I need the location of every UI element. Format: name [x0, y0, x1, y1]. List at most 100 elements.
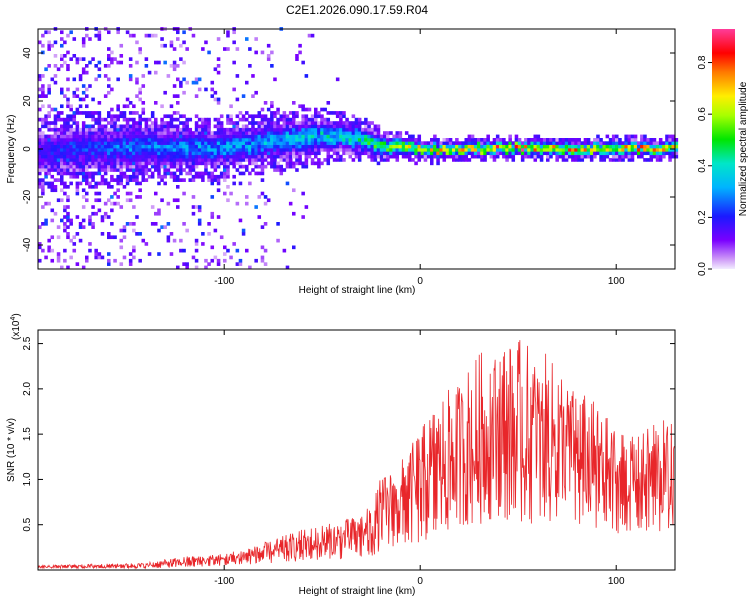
- spectrogram-cell: [577, 141, 581, 145]
- spectrogram-cell: [88, 154, 92, 159]
- spectrogram-cell: [248, 141, 252, 145]
- spectrogram-cell: [226, 33, 230, 38]
- spectrogram-cell: [298, 151, 302, 156]
- spectrogram-cell: [110, 235, 114, 240]
- spectrogram-cell: [176, 161, 180, 166]
- spectrogram-cell: [150, 131, 155, 135]
- spectrogram-cell: [216, 161, 221, 166]
- spectrogram-cell: [257, 138, 262, 142]
- spectrogram-cell: [116, 188, 120, 193]
- spectrogram-cell: [122, 164, 127, 169]
- spectrogram-cell: [615, 154, 619, 159]
- spectrogram-cell: [135, 138, 139, 142]
- spectrogram-cell: [179, 84, 183, 88]
- spectrogram-cell: [113, 134, 117, 139]
- spectrogram-cell: [194, 138, 199, 142]
- spectrogram-cell: [351, 148, 356, 152]
- spectrogram-cell: [445, 144, 450, 149]
- spectrogram-cell: [605, 151, 610, 156]
- spectrogram-cell: [138, 124, 142, 129]
- spectrogram-cell: [147, 124, 152, 129]
- spectrogram-cell: [342, 151, 346, 156]
- spectrogram-cell: [251, 138, 255, 142]
- spectrogram-cell: [317, 114, 321, 119]
- spectrogram-cell: [477, 144, 481, 149]
- spectrogram-cell: [81, 188, 86, 193]
- snr-x-ticks: -100 0 100: [214, 330, 625, 587]
- spectrogram-cell: [640, 138, 644, 142]
- spectrogram-cell: [72, 94, 77, 98]
- spectrogram-cell: [207, 121, 211, 125]
- spectrogram-cell: [94, 141, 98, 145]
- spectrogram-cell: [119, 205, 124, 209]
- spectrogram-cell: [197, 87, 202, 92]
- spectrogram-cell: [197, 205, 202, 209]
- spectrogram-cell: [314, 131, 318, 135]
- spectrogram-cell: [298, 161, 302, 166]
- spectrogram-cell: [94, 111, 98, 115]
- spectrogram-cell: [292, 138, 296, 142]
- spectrogram-cell: [154, 158, 158, 162]
- spectrogram-cell: [53, 131, 58, 135]
- spectrogram-cell: [204, 117, 208, 122]
- spectrogram-cell: [282, 117, 287, 122]
- spectrogram-cell: [223, 131, 227, 135]
- spectrogram-cell: [56, 235, 61, 240]
- spectrogram-cell: [235, 201, 240, 206]
- spectrogram-cell: [179, 80, 183, 85]
- spectrogram-cell: [132, 151, 136, 156]
- spectrogram-cell: [307, 141, 312, 145]
- spectrogram-cell: [348, 138, 353, 142]
- spectrogram-cell: [245, 158, 249, 162]
- spectrogram-cell: [88, 144, 92, 149]
- spectrogram-cell: [166, 222, 171, 226]
- spectrogram-cell: [78, 164, 83, 169]
- spectrogram-cell: [119, 134, 124, 139]
- spectrogram-cell: [241, 117, 246, 122]
- spectrogram-cell: [100, 124, 105, 129]
- spectrogram-cell: [442, 158, 447, 162]
- spectrogram-cell: [163, 171, 167, 176]
- spectrogram-cell: [44, 134, 48, 139]
- spectrogram-cell: [257, 131, 262, 135]
- spectrogram-cell: [147, 70, 152, 75]
- spectrogram-cell: [627, 158, 632, 162]
- spectrogram-cell: [633, 134, 638, 139]
- spectrogram-cell: [66, 265, 70, 270]
- spectrogram-cell: [210, 211, 215, 216]
- spectrogram-cell: [172, 131, 177, 135]
- spectrogram-cell: [81, 90, 86, 95]
- spectrogram-cell: [505, 151, 509, 156]
- spectrogram-cell: [160, 144, 164, 149]
- spectrogram-cell: [279, 158, 284, 162]
- y-tick-label: -20: [22, 189, 33, 204]
- spectrogram-cell: [213, 151, 218, 156]
- spectrogram-cell: [580, 144, 585, 149]
- spectrogram-cell: [332, 134, 337, 139]
- spectrogram-cell: [452, 158, 456, 162]
- spectrogram-cell: [56, 164, 61, 169]
- spectrogram-cell: [223, 138, 227, 142]
- spectrogram-cell: [577, 138, 581, 142]
- spectrogram-cell: [298, 138, 302, 142]
- spectrogram-cell: [611, 144, 616, 149]
- spectrogram-cell: [179, 248, 183, 253]
- x-tick-label: 0: [417, 576, 423, 587]
- spectrogram-cell: [188, 151, 193, 156]
- spectrogram-cell: [357, 148, 362, 152]
- spectrogram-cell: [351, 138, 356, 142]
- spectrogram-cell: [41, 94, 45, 98]
- spectrogram-cell: [135, 151, 139, 156]
- spectrogram-cell: [257, 158, 262, 162]
- spectrogram-cell: [144, 151, 149, 156]
- spectrogram-cell: [125, 121, 130, 125]
- spectrogram-cell: [210, 158, 215, 162]
- spectrogram-cell: [157, 208, 161, 213]
- spectrogram-cell: [182, 127, 186, 132]
- spectrogram-cell: [398, 134, 403, 139]
- spectrogram-cell: [589, 141, 594, 145]
- spectrogram-cell: [589, 151, 594, 156]
- spectrogram-cell: [66, 141, 70, 145]
- spectrogram-cell: [69, 164, 73, 169]
- spectrogram-cell: [207, 171, 211, 176]
